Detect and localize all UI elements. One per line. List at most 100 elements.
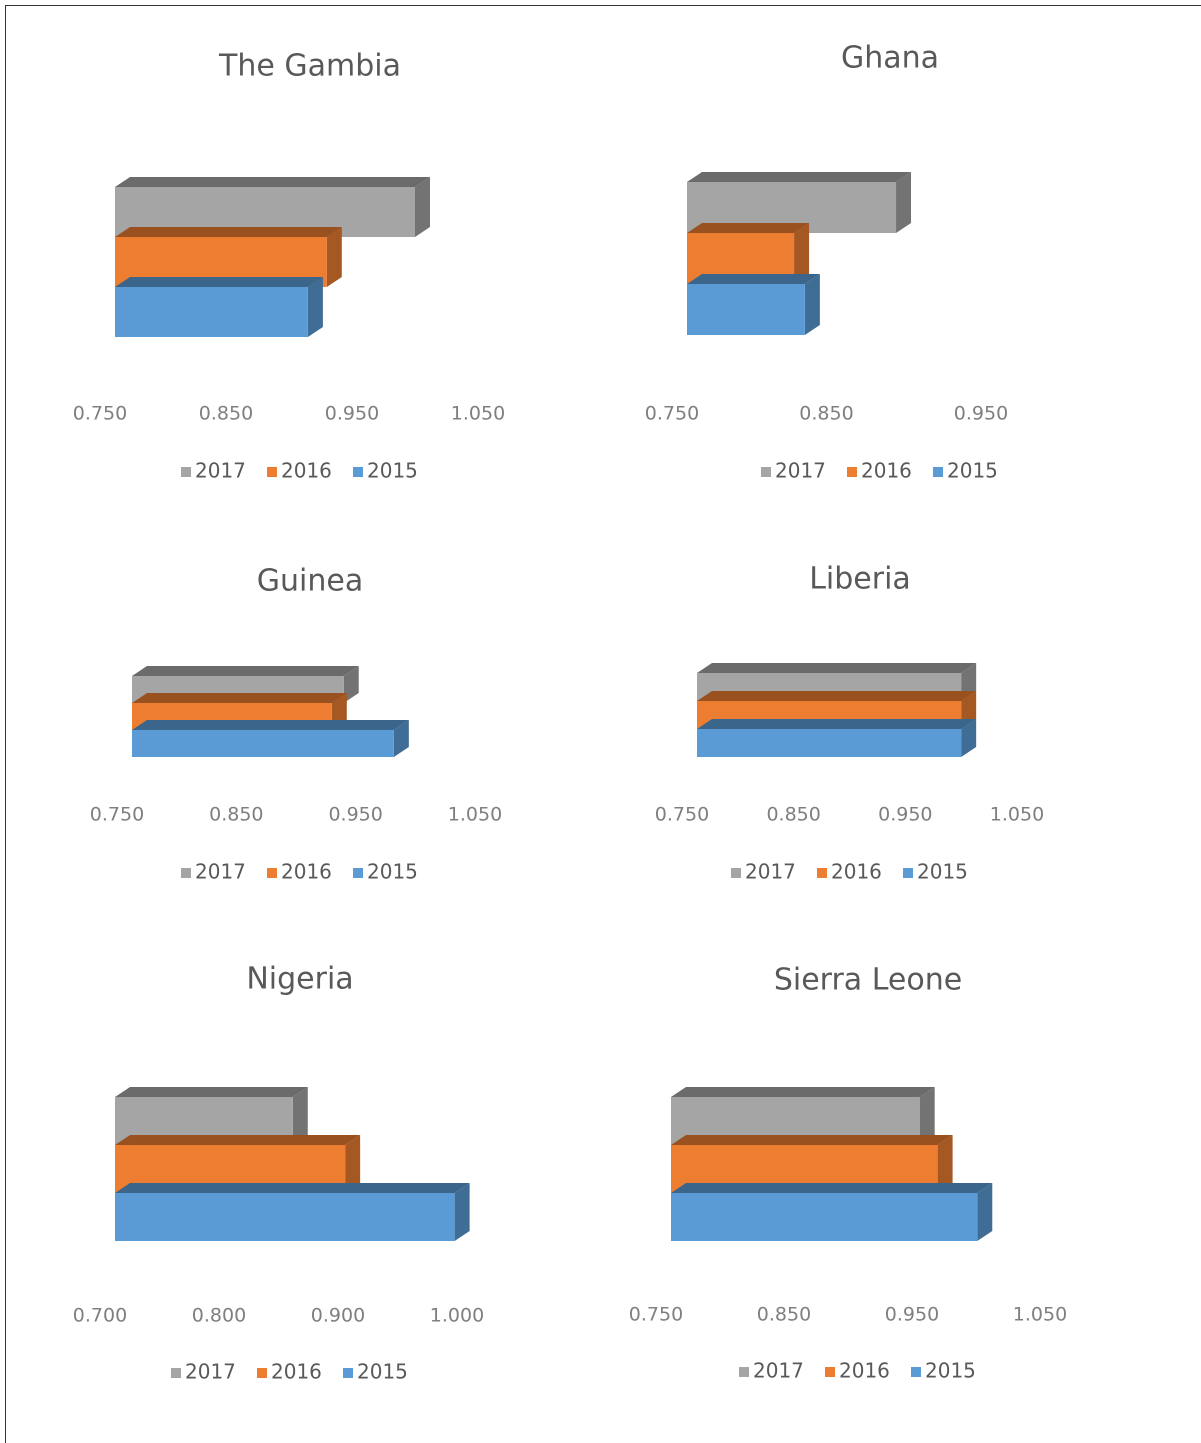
- legend-label: 2015: [925, 1359, 976, 1383]
- bar-side: [896, 172, 912, 233]
- legend-label: 2017: [195, 459, 246, 483]
- legend-swatch: [739, 1367, 749, 1377]
- x-tick-label: 0.950: [954, 403, 1008, 425]
- x-tick-label: 0.750: [655, 804, 709, 826]
- legend-swatch: [847, 467, 857, 477]
- bar-side: [961, 719, 977, 757]
- legend-swatch: [181, 868, 191, 878]
- bar-side: [345, 1135, 361, 1193]
- x-tick-label: 0.850: [766, 804, 820, 826]
- legend-label: 2016: [831, 860, 882, 884]
- bar: [697, 719, 977, 757]
- legend-swatch: [353, 467, 363, 477]
- bar-top: [115, 1087, 308, 1097]
- x-tick-label: 0.750: [73, 403, 127, 425]
- bar-top: [697, 663, 977, 673]
- bar-side: [292, 1087, 308, 1145]
- legend-swatch: [353, 868, 363, 878]
- legend-swatch: [731, 868, 741, 878]
- legend-label: 2017: [753, 1359, 804, 1383]
- bar-top: [687, 223, 810, 233]
- x-tick-label: 0.850: [199, 403, 253, 425]
- bar-top: [671, 1135, 953, 1145]
- x-tick-label: 1.050: [1013, 1304, 1067, 1326]
- legend-label: 2016: [281, 860, 332, 884]
- bar-front: [115, 1193, 455, 1241]
- bar-side: [307, 277, 323, 337]
- chart-title: Guinea: [257, 564, 363, 599]
- bar-front: [132, 730, 394, 757]
- bar-top: [115, 277, 323, 287]
- legend-label: 2017: [185, 1360, 236, 1384]
- legend-label: 2017: [745, 860, 796, 884]
- bar-side: [393, 720, 409, 757]
- x-tick-label: 0.950: [878, 804, 932, 826]
- legend-label: 2015: [947, 459, 998, 483]
- chart-title: The Gambia: [218, 49, 401, 84]
- bar-side: [794, 223, 810, 284]
- legend-swatch: [903, 868, 913, 878]
- bar: [671, 1183, 993, 1241]
- x-tick-label: 0.750: [90, 804, 144, 826]
- bar-side: [937, 1135, 953, 1193]
- bar-top: [697, 719, 977, 729]
- bar-front: [687, 284, 805, 335]
- bar-top: [687, 172, 912, 182]
- bar-top: [115, 227, 342, 237]
- x-tick-label: 0.750: [645, 403, 699, 425]
- legend-label: 2015: [357, 1360, 408, 1384]
- legend-swatch: [761, 467, 771, 477]
- legend-swatch: [343, 1368, 353, 1378]
- frame: [5, 5, 1201, 1443]
- legend-label: 2016: [861, 459, 912, 483]
- x-tick-label: 0.900: [311, 1305, 365, 1327]
- legend-swatch: [817, 868, 827, 878]
- bar-side: [804, 274, 820, 335]
- bar-top: [697, 691, 977, 701]
- bar-top: [132, 693, 347, 703]
- bar-side: [919, 1087, 935, 1145]
- bar-top: [132, 720, 409, 730]
- legend-label: 2015: [917, 860, 968, 884]
- bar-side: [977, 1183, 993, 1241]
- legend-label: 2016: [839, 1359, 890, 1383]
- legend-label: 2016: [271, 1360, 322, 1384]
- x-tick-label: 0.950: [325, 403, 379, 425]
- bar-front: [115, 287, 308, 337]
- bar: [132, 720, 409, 757]
- legend-swatch: [825, 1367, 835, 1377]
- x-tick-label: 1.050: [448, 804, 502, 826]
- legend-label: 2017: [775, 459, 826, 483]
- legend-swatch: [181, 467, 191, 477]
- legend-swatch: [267, 868, 277, 878]
- x-tick-label: 1.000: [430, 1305, 484, 1327]
- legend-label: 2015: [367, 459, 418, 483]
- chart-title: Sierra Leone: [774, 963, 962, 998]
- x-tick-label: 0.950: [885, 1304, 939, 1326]
- bar-front: [671, 1193, 978, 1241]
- bar-top: [671, 1087, 935, 1097]
- legend-swatch: [171, 1368, 181, 1378]
- bar-side: [415, 177, 430, 237]
- bar-side: [326, 227, 342, 287]
- bar-top: [687, 274, 820, 284]
- legend-label: 2015: [367, 860, 418, 884]
- bar-top: [671, 1183, 993, 1193]
- x-tick-label: 0.950: [328, 804, 382, 826]
- x-tick-label: 1.050: [990, 804, 1044, 826]
- bar-top: [132, 666, 359, 676]
- x-tick-label: 0.800: [192, 1305, 246, 1327]
- chart-title: Nigeria: [246, 962, 353, 997]
- bar-front: [697, 729, 962, 757]
- legend-swatch: [267, 467, 277, 477]
- x-tick-label: 0.850: [757, 1304, 811, 1326]
- legend-swatch: [257, 1368, 267, 1378]
- x-tick-label: 0.700: [73, 1305, 127, 1327]
- bar-side: [343, 666, 359, 703]
- x-tick-label: 0.750: [629, 1304, 683, 1326]
- chart-title: Ghana: [841, 41, 939, 76]
- chart-title: Liberia: [809, 562, 911, 597]
- bar-top: [115, 1135, 361, 1145]
- bar-top: [115, 1183, 470, 1193]
